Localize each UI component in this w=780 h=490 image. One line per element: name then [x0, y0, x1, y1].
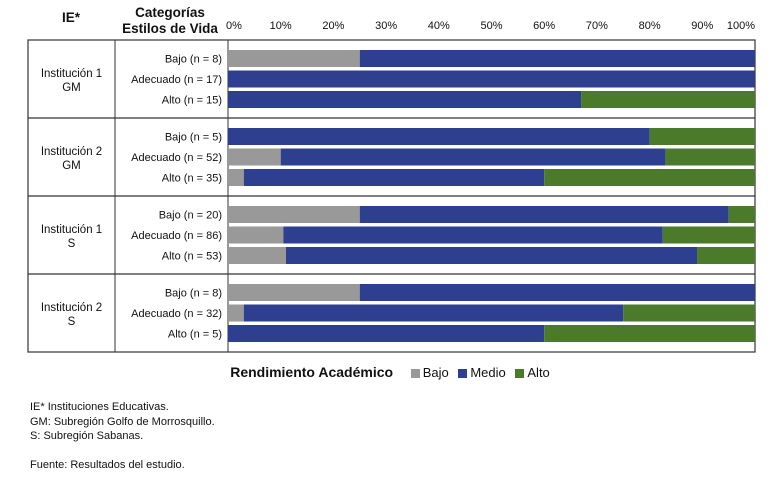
bar-segment-alto	[581, 91, 755, 108]
bar-segment-medio	[280, 148, 666, 166]
legend-label-bajo: Bajo	[422, 365, 449, 380]
bar-segment-alto	[623, 304, 755, 322]
institution-label-line1: Institución 2	[41, 302, 102, 314]
legend-swatch-bajo	[410, 369, 420, 379]
legend-label-medio: Medio	[470, 365, 506, 380]
category-label: Alto (n = 15)	[162, 95, 222, 107]
legend: Rendimiento Académico Bajo Medio Alto	[0, 364, 780, 380]
bar-segment-bajo	[228, 226, 284, 244]
institution-label-line1: Institución 2	[41, 146, 102, 158]
bar-segment-medio	[359, 206, 729, 223]
bar-segment-bajo	[228, 247, 286, 264]
note-ie: IE* Instituciones Educativas.	[30, 401, 169, 413]
category-label: Alto (n = 53)	[162, 251, 222, 263]
bar-segment-alto	[544, 169, 755, 186]
x-tick-label: 70%	[586, 20, 608, 32]
bar-segment-bajo	[228, 50, 360, 67]
bar-segment-medio	[228, 325, 545, 342]
bar-segment-alto	[662, 226, 755, 244]
bar-segment-bajo	[228, 284, 360, 301]
institution-label-line2: S	[68, 316, 76, 328]
bar-segment-alto	[728, 206, 755, 223]
bar-segment-medio	[359, 284, 755, 301]
legend-swatch-alto	[515, 369, 525, 379]
x-tick-label: 20%	[322, 20, 344, 32]
bar-segment-medio	[359, 50, 755, 67]
x-tick-label: 50%	[480, 20, 502, 32]
bar-segment-alto	[697, 247, 755, 264]
note-s: S: Subregión Sabanas.	[30, 430, 144, 442]
legend-swatch-medio	[458, 369, 468, 379]
bar-segment-alto	[665, 148, 755, 166]
institution-label-line1: Institución 1	[41, 224, 102, 236]
x-tick-label: 30%	[375, 20, 397, 32]
category-label: Bajo (n = 8)	[165, 288, 222, 300]
bar-segment-medio	[228, 128, 650, 145]
bar-segment-bajo	[228, 148, 281, 166]
x-tick-label: 60%	[533, 20, 555, 32]
bar-segment-medio	[228, 91, 582, 108]
category-label: Adecuado (n = 32)	[131, 308, 222, 320]
category-label: Bajo (n = 8)	[165, 54, 222, 66]
bar-segment-medio	[243, 169, 545, 186]
bar-segment-medio	[285, 247, 698, 264]
header-categories-line2: Estilos de Vida	[122, 21, 218, 36]
bar-segment-medio	[243, 304, 624, 322]
bar-segment-bajo	[228, 304, 244, 322]
bar-segment-medio	[228, 70, 755, 88]
bar-segment-bajo	[228, 206, 360, 223]
header-ie: IE*	[62, 10, 81, 25]
note-gm: GM: Subregión Golfo de Morrosquillo.	[30, 415, 215, 428]
bar-segment-alto	[649, 128, 755, 145]
institution-label-line2: GM	[62, 160, 81, 172]
bar-segment-alto	[544, 325, 755, 342]
institution-label-line1: Institución 1	[41, 68, 102, 80]
category-label: Adecuado (n = 17)	[131, 74, 222, 86]
category-label: Adecuado (n = 86)	[131, 230, 222, 242]
x-tick-label: 0%	[226, 20, 242, 32]
category-label: Bajo (n = 5)	[165, 132, 222, 144]
x-tick-label: 40%	[428, 20, 450, 32]
note-source: Fuente: Resultados del estudio.	[30, 458, 185, 471]
category-label: Alto (n = 5)	[168, 329, 222, 341]
category-label: Bajo (n = 20)	[159, 210, 222, 222]
header-categories-line1: Categorías	[135, 5, 205, 20]
institution-label-line2: S	[68, 238, 76, 250]
legend-title: Rendimiento Académico	[230, 364, 394, 380]
bar-segment-medio	[283, 226, 663, 244]
x-tick-label: 80%	[639, 20, 661, 32]
x-tick-label: 90%	[691, 20, 713, 32]
category-label: Adecuado (n = 52)	[131, 152, 222, 164]
x-tick-label: 100%	[727, 20, 755, 32]
legend-label-alto: Alto	[527, 365, 550, 380]
bar-segment-bajo	[228, 169, 244, 186]
category-label: Alto (n = 35)	[162, 173, 222, 185]
footnotes: IE* Instituciones Educativas. GM: Subreg…	[30, 400, 215, 472]
x-tick-label: 10%	[270, 20, 292, 32]
institution-label-line2: GM	[62, 82, 81, 94]
